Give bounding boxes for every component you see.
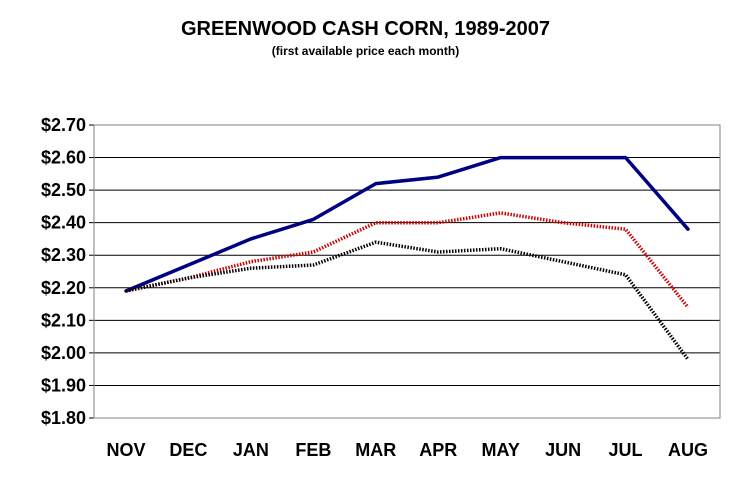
x-tick-label: JUN (545, 440, 581, 460)
y-tick-label: $2.60 (41, 148, 86, 168)
series-line-1 (124, 155, 690, 293)
x-tick-label: DEC (169, 440, 207, 460)
grid-lines (89, 124, 720, 419)
y-tick-label: $2.20 (41, 278, 86, 298)
series-line-3 (125, 240, 690, 361)
x-tick-label: JAN (233, 440, 269, 460)
x-tick-label: MAY (481, 440, 519, 460)
y-tick-label: $2.10 (41, 310, 86, 330)
x-tick-label: APR (419, 440, 457, 460)
chart-subtitle: (first available price each month) (271, 44, 460, 58)
x-tick-label: JUL (609, 440, 643, 460)
x-axis-tick-labels: NOV DEC JAN FEB MAR APR MAY JUN JUL AUG (106, 440, 708, 460)
chart-title: GREENWOOD CASH CORN, 1989-2007 (181, 18, 550, 40)
x-tick-label: AUG (668, 440, 708, 460)
y-tick-label: $2.70 (41, 115, 86, 135)
y-tick-label: $1.90 (41, 375, 86, 395)
y-tick-label: $2.30 (41, 245, 86, 265)
y-axis-tick-labels: $1.80 $1.90 $2.00 $2.10 $2.20 $2.30 $2.40 $2.50… (41, 115, 86, 428)
x-tick-label: MAR (355, 440, 396, 460)
y-tick-label: $2.50 (41, 180, 86, 200)
x-tick-label: FEB (295, 440, 331, 460)
y-tick-label: $2.40 (41, 213, 86, 233)
y-tick-label: $2.00 (41, 343, 86, 363)
series-line-2 (125, 211, 690, 309)
x-tick-label: NOV (106, 440, 145, 460)
plot-area (93, 124, 721, 419)
series-lines (124, 155, 690, 361)
y-tick-label: $1.80 (41, 408, 86, 428)
